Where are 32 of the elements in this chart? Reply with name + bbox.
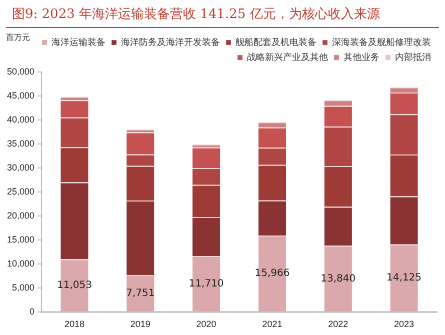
legend-label: 海洋运输装备 <box>52 36 106 48</box>
legend-label: 战略新兴产业及其他 <box>247 52 328 63</box>
y-tick-label: 15,000 <box>6 234 35 245</box>
legend-label: 深海装备及舰船修理改装 <box>332 36 431 48</box>
legend-label: 内部抵消 <box>395 52 431 63</box>
legend-label: 舰船配套及机电装备 <box>236 36 316 48</box>
y-tick-label: 5,000 <box>12 282 35 293</box>
y-tick-label: 10,000 <box>6 258 35 269</box>
x-tick-label: 2019 <box>130 319 150 330</box>
data-label: 14,125 <box>386 272 422 284</box>
x-tick-label: 2023 <box>394 319 414 330</box>
x-tick-label: 2021 <box>262 319 282 330</box>
y-tick-label: 45,000 <box>6 90 35 101</box>
y-tick-label: 50,000 <box>6 66 35 76</box>
y-tick-label: 0 <box>30 306 35 317</box>
x-tick-label: 2022 <box>328 319 348 330</box>
y-axis-title: 百万元 <box>6 33 30 42</box>
x-tick-label: 2020 <box>196 319 216 330</box>
y-tick-label: 35,000 <box>6 138 35 149</box>
y-tick-label: 30,000 <box>6 162 35 173</box>
chart-title: 图9: 2023 年海洋运输装备营收 141.25 亿元，为核心收入来源 <box>6 0 439 28</box>
data-label: 11,053 <box>56 280 92 291</box>
y-tick-label: 40,000 <box>6 114 35 125</box>
legend-label: 海洋防务及海洋开发装备 <box>121 36 220 48</box>
data-label: 13,840 <box>320 273 356 284</box>
data-label: 7,751 <box>126 288 155 299</box>
y-tick-label: 20,000 <box>6 210 35 221</box>
x-tick-label: 2018 <box>64 319 84 330</box>
legend-label: 其他业务 <box>344 52 380 63</box>
data-label: 11,710 <box>188 278 224 290</box>
y-tick-label: 25,000 <box>6 186 35 197</box>
data-label: 15,966 <box>254 268 290 280</box>
